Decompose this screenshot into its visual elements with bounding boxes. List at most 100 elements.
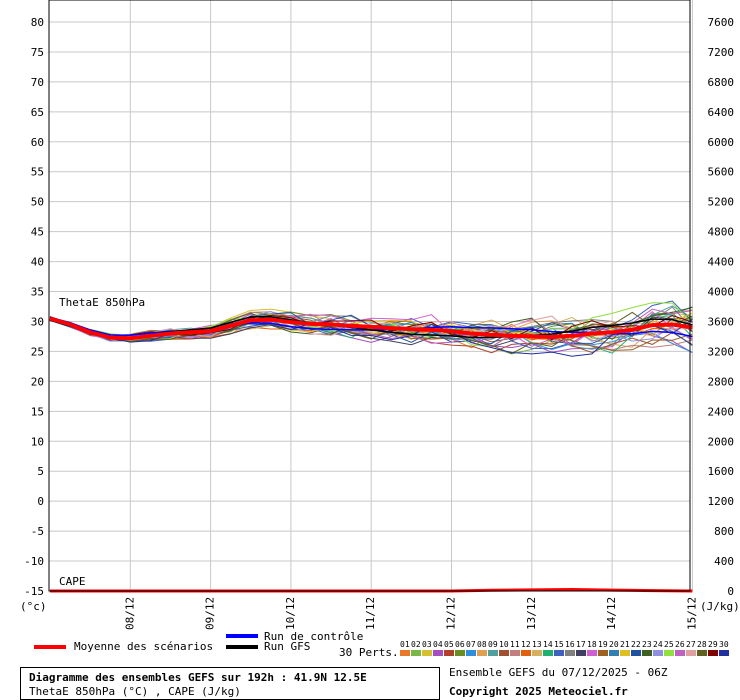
- legend-perts-label: 30 Perts.: [339, 646, 399, 659]
- perturbation-id-label: 09: [488, 640, 498, 649]
- thetae-series-label: ThetaE 850hPa: [59, 296, 145, 309]
- x-tick-label: 08/12: [123, 597, 136, 630]
- perturbation-id-label: 29: [708, 640, 718, 649]
- left-tick-label: 15: [31, 405, 44, 418]
- perturbation-id-label: 12: [521, 640, 531, 649]
- left-tick-label: 75: [31, 46, 44, 59]
- perturbation-color-swatch: [488, 650, 498, 656]
- legend-gfs-label: Run GFS: [264, 640, 311, 653]
- chart-grid: [49, 0, 693, 592]
- x-tick-label: 10/12: [284, 597, 297, 630]
- left-tick-label: 40: [31, 256, 44, 269]
- left-tick-label: -5: [31, 525, 44, 538]
- right-tick-label: 3200: [708, 345, 735, 358]
- left-tick-label: 45: [31, 226, 44, 239]
- right-tick-label: 1200: [708, 495, 735, 508]
- left-tick-label: 80: [31, 16, 44, 29]
- perturbation-color-swatch: [664, 650, 674, 656]
- perturbation-color-swatch: [521, 650, 531, 656]
- x-tick-label: 11/12: [364, 597, 377, 630]
- perturbation-color-swatch: [455, 650, 465, 656]
- perturbation-color-swatch: [510, 650, 520, 656]
- perturbation-id-label: 11: [510, 640, 520, 649]
- left-tick-label: -15: [24, 585, 44, 598]
- legend-swatches: 01 02 03 04 05 06 07 08 09 10 11 12 13 14 15 16 17 18 19 20…: [34, 634, 729, 656]
- perturbation-color-swatch: [532, 650, 542, 656]
- right-tick-label: 6400: [708, 106, 735, 119]
- cape-series-label: CAPE: [59, 575, 86, 588]
- left-tick-label: 20: [31, 375, 44, 388]
- perturbation-color-swatch: [554, 650, 564, 656]
- perturbation-id-label: 28: [697, 640, 707, 649]
- perturbation-color-swatch: [543, 650, 553, 656]
- right-tick-label: 0: [727, 585, 734, 598]
- right-tick-label: 6800: [708, 76, 735, 89]
- right-tick-label: 4800: [708, 226, 735, 239]
- perturbation-color-swatch: [477, 650, 487, 656]
- perturbation-color-swatch: [598, 650, 608, 656]
- perturbation-id-label: 17: [576, 640, 586, 649]
- legend-mean-label: Moyenne des scénarios: [74, 640, 214, 653]
- perturbation-color-swatch: [631, 650, 641, 656]
- perturbation-id-label: 18: [587, 640, 597, 649]
- perturbation-color-swatch: [400, 650, 410, 656]
- left-tick-label: 35: [31, 286, 44, 299]
- perturbation-id-label: 19: [598, 640, 608, 649]
- left-tick-label: 50: [31, 196, 44, 209]
- perturbation-id-label: 27: [686, 640, 696, 649]
- right-tick-label: 800: [714, 525, 734, 538]
- left-tick-label: 0: [37, 495, 44, 508]
- right-tick-label: 2400: [708, 405, 735, 418]
- perturbation-id-label: 01: [400, 640, 410, 649]
- right-tick-label: 1600: [708, 465, 735, 478]
- left-tick-label: 25: [31, 345, 44, 358]
- perturbation-id-label: 14: [543, 640, 553, 649]
- right-tick-label: 3600: [708, 315, 735, 328]
- perturbation-color-swatch: [587, 650, 597, 656]
- perturbation-id-label: 15: [554, 640, 564, 649]
- perturbation-id-label: 13: [532, 640, 542, 649]
- x-tick-label: 14/12: [605, 597, 618, 630]
- left-tick-label: 5: [37, 465, 44, 478]
- perturbation-id-label: 23: [642, 640, 652, 649]
- x-tick-label: 09/12: [204, 597, 217, 630]
- legend-gfs-swatch: [226, 645, 258, 649]
- chart-title: Diagramme des ensembles GEFS sur 192h : …: [29, 671, 367, 684]
- perturbation-id-label: 16: [565, 640, 575, 649]
- right-tick-label: 5200: [708, 196, 735, 209]
- perturbation-30-line: [49, 318, 693, 357]
- perturbation-color-swatch: [609, 650, 619, 656]
- left-tick-label: -10: [24, 555, 44, 568]
- perturbation-color-swatch: [433, 650, 443, 656]
- right-tick-label: 6000: [708, 136, 735, 149]
- perturbation-color-swatch: [708, 650, 718, 656]
- perturbation-id-label: 21: [620, 640, 630, 649]
- legend-control-label: Run de contrôle: [264, 630, 364, 643]
- left-tick-label: 70: [31, 76, 44, 89]
- left-axis-unit: (°c): [20, 600, 47, 613]
- left-tick-label: 55: [31, 166, 44, 179]
- perturbation-color-swatch: [719, 650, 729, 656]
- perturbation-id-label: 06: [455, 640, 465, 649]
- legend-mean-swatch: [34, 645, 66, 649]
- legend-control-swatch: [226, 634, 258, 638]
- x-tick-label: 13/12: [525, 597, 538, 630]
- right-tick-label: 4000: [708, 286, 735, 299]
- right-tick-label: 2800: [708, 375, 735, 388]
- right-axis-unit: (J/kg): [700, 600, 740, 613]
- plot-area-border: [48, 0, 691, 592]
- perturbation-id-label: 30: [719, 640, 729, 649]
- perturbation-id-label: 04: [433, 640, 443, 649]
- perturbation-id-label: 07: [466, 640, 476, 649]
- perturbation-color-swatch: [642, 650, 652, 656]
- perturbation-id-label: 26: [675, 640, 685, 649]
- perturbation-color-swatch: [565, 650, 575, 656]
- perturbation-color-swatch: [576, 650, 586, 656]
- right-tick-label: 7600: [708, 16, 735, 29]
- perturbation-id-label: 22: [631, 640, 641, 649]
- left-tick-label: 65: [31, 106, 44, 119]
- axis-tick-labels: -15 -10 -5 0 5 10 15 20 25 30 35 40 45 50 55 60 65 70 75 80…: [24, 16, 734, 630]
- perturbation-id-label: 10: [499, 640, 509, 649]
- perturbation-color-swatch: [675, 650, 685, 656]
